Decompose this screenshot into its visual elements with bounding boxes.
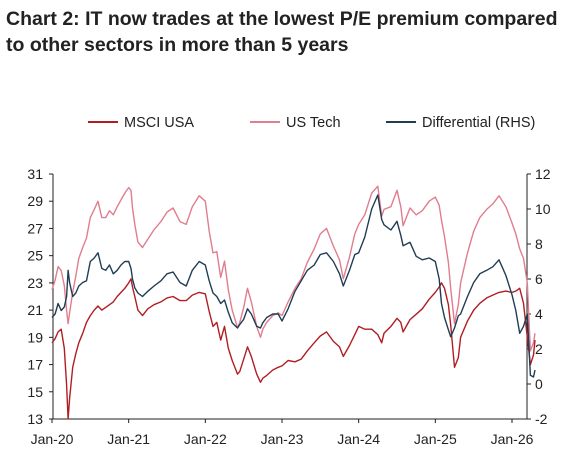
y-right-tick-label: 8 xyxy=(535,236,543,252)
y-right-tick-label: 2 xyxy=(535,341,543,357)
y-right-tick-label: -2 xyxy=(535,411,548,427)
y-left-tick-label: 31 xyxy=(27,166,43,182)
series-line-us-tech xyxy=(51,185,536,352)
y-left-tick-label: 13 xyxy=(27,411,43,427)
y-left-tick-label: 29 xyxy=(27,193,43,209)
legend: MSCI USA US Tech Differential (RHS) xyxy=(88,115,535,131)
legend-label: Differential (RHS) xyxy=(422,115,535,131)
y-left-tick-label: 23 xyxy=(27,275,43,291)
legend-label: US Tech xyxy=(286,115,341,131)
y-left-tick-label: 19 xyxy=(27,329,43,345)
series-layer xyxy=(51,185,536,420)
y-left-tick-label: 17 xyxy=(27,357,43,373)
y-left-tick-label: 25 xyxy=(27,248,43,264)
y-left-tick-label: 27 xyxy=(27,220,43,236)
x-tick-label: Jan-24 xyxy=(337,431,380,447)
x-tick-label: Jan-23 xyxy=(261,431,304,447)
chart-title: Chart 2: IT now trades at the lowest P/E… xyxy=(6,8,558,56)
axes: 13 15 17 19 21 23 25 27 29 31 -2 0 2 4 6 8 10 12 Jan-20 Jan… xyxy=(27,166,550,447)
y-left-tick-label: 21 xyxy=(27,302,43,318)
y-right-tick-label: 0 xyxy=(535,376,543,392)
series-line-msci-usa xyxy=(51,278,536,420)
series-line-differential-rhs xyxy=(51,194,536,378)
y-right-tick-label: 6 xyxy=(535,271,543,287)
y-left-tick-label: 15 xyxy=(27,384,43,400)
y-right-tick-label: 10 xyxy=(535,201,551,217)
x-tick-label: Jan-25 xyxy=(414,431,457,447)
x-tick-label: Jan-22 xyxy=(184,431,227,447)
x-tick-label: Jan-20 xyxy=(31,431,74,447)
x-tick-label: Jan-21 xyxy=(107,431,150,447)
y-right-tick-label: 4 xyxy=(535,306,543,322)
y-right-tick-label: 12 xyxy=(535,166,551,182)
legend-label: MSCI USA xyxy=(124,115,194,131)
x-tick-label: Jan-26 xyxy=(491,431,534,447)
